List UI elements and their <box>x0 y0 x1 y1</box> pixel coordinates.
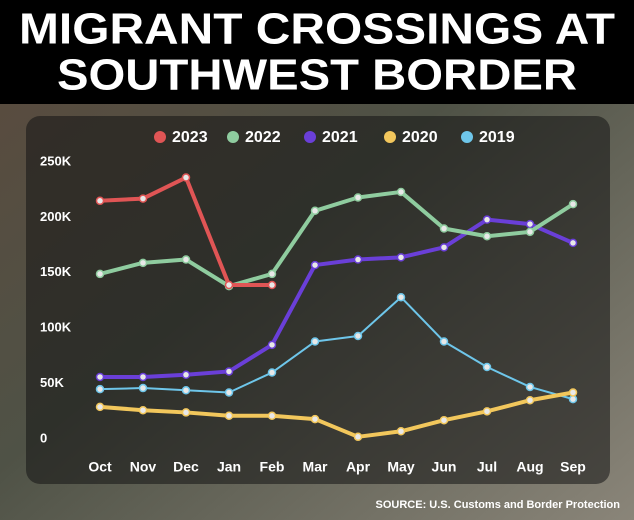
point <box>224 388 234 397</box>
x-tick-label: Jul <box>477 459 497 475</box>
y-tick-label: 200K <box>40 209 72 224</box>
source: SOURCE: U.S. Customs and Border Protecti… <box>376 499 621 511</box>
title-line: MIGRANT CROSSINGS AT <box>19 5 615 54</box>
point <box>181 408 191 417</box>
x-tick-label: Dec <box>173 459 199 475</box>
point <box>224 411 234 421</box>
legend-swatch <box>461 131 473 143</box>
point <box>95 269 105 279</box>
point <box>267 368 277 377</box>
legend-swatch <box>227 131 239 143</box>
point <box>310 260 320 270</box>
legend-label: 2020 <box>402 129 438 146</box>
point <box>181 173 191 182</box>
legend-swatch <box>304 131 316 143</box>
point <box>396 427 406 436</box>
point <box>568 199 578 209</box>
point <box>181 255 191 264</box>
x-tick-label: Feb <box>260 459 285 475</box>
point <box>568 388 578 397</box>
x-tick-label: Oct <box>88 459 112 475</box>
point <box>353 255 363 264</box>
point <box>525 219 535 229</box>
x-tick-label: Jan <box>217 459 241 475</box>
point <box>568 238 578 248</box>
y-tick-label: 150K <box>40 264 72 279</box>
series-line <box>99 296 574 401</box>
point <box>439 224 449 233</box>
point <box>267 411 277 421</box>
point <box>525 395 535 405</box>
point <box>267 280 277 290</box>
point <box>525 382 535 392</box>
point <box>95 196 105 206</box>
point <box>181 386 191 395</box>
x-tick-label: Mar <box>303 459 328 475</box>
y-tick-label: 250K <box>40 153 72 168</box>
point <box>138 194 148 203</box>
x-tick-label: Jun <box>432 459 457 475</box>
point <box>353 331 363 341</box>
title-band <box>0 0 634 104</box>
point <box>224 280 234 290</box>
point <box>224 367 234 376</box>
point <box>439 415 449 425</box>
point <box>138 372 148 382</box>
point <box>396 292 406 302</box>
point <box>95 402 105 412</box>
legend-label: 2021 <box>322 129 358 146</box>
legend-swatch <box>154 131 166 143</box>
point <box>482 407 492 416</box>
point <box>181 370 191 380</box>
point <box>267 269 277 279</box>
legend-label: 2023 <box>172 129 208 146</box>
x-tick-label: Aug <box>516 459 543 475</box>
point <box>353 193 363 202</box>
y-tick-label: 100K <box>40 320 72 335</box>
point <box>439 243 449 252</box>
point <box>525 227 535 237</box>
x-tick-label: May <box>387 459 414 475</box>
point <box>396 253 406 262</box>
series-line <box>99 189 575 289</box>
x-tick-label: Apr <box>346 459 371 475</box>
series-line <box>100 217 574 379</box>
legend-label: 2019 <box>479 129 515 146</box>
point <box>95 372 105 382</box>
point <box>138 258 148 268</box>
series-line <box>99 390 574 439</box>
point <box>95 384 105 394</box>
x-tick-label: Nov <box>130 459 157 475</box>
point <box>138 383 148 393</box>
point <box>267 340 277 350</box>
legend-label: 2022 <box>245 129 281 146</box>
point <box>482 232 492 241</box>
title-line: SOUTHWEST BORDER <box>57 51 577 100</box>
legend-swatch <box>384 131 396 143</box>
point <box>310 337 320 346</box>
y-tick-label: 50K <box>40 375 64 390</box>
plot-panel <box>26 116 610 484</box>
y-tick-label: 0 <box>40 430 47 445</box>
point <box>482 215 492 224</box>
point <box>396 187 406 197</box>
point <box>353 432 363 442</box>
point <box>482 362 492 372</box>
point <box>138 405 148 415</box>
x-tick-label: Sep <box>560 459 586 475</box>
point <box>310 414 320 424</box>
point <box>310 206 320 216</box>
point <box>439 337 449 346</box>
